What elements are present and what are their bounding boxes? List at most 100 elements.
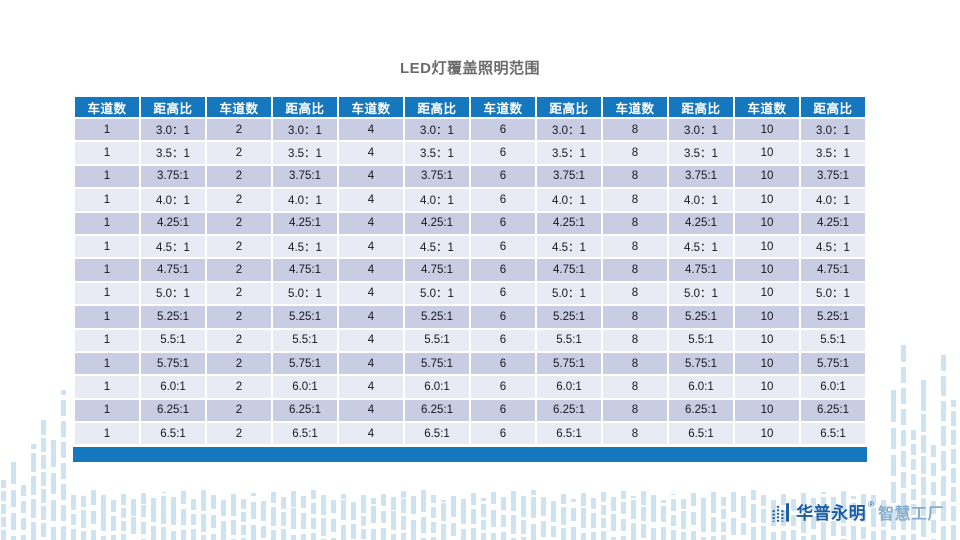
table-row: 1 3.75:1 2 3.75:1 4 3.75:1 6 3.75:1 8 3.75:1 10 3.7… (73, 163, 867, 190)
decor-bar (81, 496, 86, 540)
decor-bar (491, 492, 496, 540)
decor-bar (741, 496, 746, 540)
ratio-cell: 4.75:1 (403, 257, 471, 283)
decor-bar (761, 495, 766, 540)
lane-count-cell: 8 (601, 280, 669, 307)
decor-bar (641, 490, 646, 540)
table-row: 1 6.25:1 2 6.25:1 4 6.25:1 6 6.25:1 8 6.25:1 10 6.2… (73, 397, 867, 424)
ratio-cell: 5.5:1 (271, 327, 339, 353)
lane-count-cell: 2 (205, 210, 273, 236)
ratio-cell: 5.5:1 (139, 327, 207, 353)
header-cell-ratio: 距高比 (139, 95, 207, 119)
ratio-cell: 5.75:1 (535, 350, 603, 377)
decor-bar (391, 497, 396, 540)
decor-bar (301, 496, 306, 540)
decor-bar (611, 497, 616, 540)
decor-bar (341, 494, 346, 540)
decor-bar (321, 495, 326, 540)
lane-count-cell: 2 (205, 140, 273, 166)
lane-count-cell: 1 (73, 210, 141, 236)
ratio-cell: 5.0：1 (799, 280, 867, 307)
lane-count-cell: 1 (73, 421, 141, 447)
lane-count-cell: 8 (601, 374, 669, 400)
ratio-cell: 3.75:1 (139, 163, 207, 190)
ratio-cell: 4.0：1 (139, 187, 207, 213)
lane-count-cell: 1 (73, 374, 141, 400)
ratio-cell: 3.75:1 (535, 163, 603, 190)
header-cell-ratio: 距高比 (403, 95, 471, 119)
decor-bar (221, 500, 226, 540)
table-header-row: 车道数 距高比 车道数 距高比 车道数 距高比 车道数 距高比 车道数 距高比 车道数 距高比 (73, 95, 867, 119)
ratio-cell: 5.5:1 (667, 327, 735, 353)
ratio-cell: 6.5:1 (535, 421, 603, 447)
lane-count-cell: 1 (73, 397, 141, 424)
ratio-cell: 4.5：1 (403, 233, 471, 260)
ratio-cell: 6.25:1 (403, 397, 471, 424)
lane-count-cell: 8 (601, 140, 669, 166)
table-row: 1 6.0:1 2 6.0:1 4 6.0:1 6 6.0:1 8 6.0:1 10 6.0:1 (73, 374, 867, 400)
ratio-cell: 5.75:1 (799, 350, 867, 377)
decor-bar (1, 480, 6, 540)
lane-count-cell: 4 (337, 116, 405, 143)
decor-bar (31, 444, 36, 540)
lane-count-cell: 10 (733, 397, 801, 424)
ratio-cell: 5.0：1 (667, 280, 735, 307)
lane-count-cell: 4 (337, 140, 405, 166)
lane-count-cell: 2 (205, 233, 273, 260)
lane-count-cell: 6 (469, 421, 537, 447)
ratio-cell: 4.5：1 (799, 233, 867, 260)
lane-count-cell: 6 (469, 140, 537, 166)
ratio-cell: 4.25:1 (139, 210, 207, 236)
lane-count-cell: 8 (601, 233, 669, 260)
lane-count-cell: 6 (469, 327, 537, 353)
ratio-cell: 6.5:1 (403, 421, 471, 447)
lane-count-cell: 1 (73, 350, 141, 377)
decor-bar (171, 497, 176, 540)
ratio-cell: 6.25:1 (139, 397, 207, 424)
lane-count-cell: 6 (469, 350, 537, 377)
ratio-cell: 3.5：1 (667, 140, 735, 166)
ratio-cell: 3.75:1 (799, 163, 867, 190)
ratio-cell: 6.0:1 (271, 374, 339, 400)
lane-count-cell: 8 (601, 327, 669, 353)
header-cell-ratio: 距高比 (271, 95, 339, 119)
lane-count-cell: 4 (337, 257, 405, 283)
ratio-cell: 5.75:1 (139, 350, 207, 377)
decor-bar (751, 490, 756, 540)
table-row: 1 6.5:1 2 6.5:1 4 6.5:1 6 6.5:1 8 6.5:1 10 6.5:1 (73, 421, 867, 447)
lane-count-cell: 6 (469, 280, 537, 307)
ratio-cell: 6.5:1 (139, 421, 207, 447)
ratio-cell: 6.25:1 (799, 397, 867, 424)
ratio-cell: 4.5：1 (535, 233, 603, 260)
ratio-cell: 5.25:1 (799, 304, 867, 330)
decor-bar (541, 495, 546, 540)
ratio-cell: 6.5:1 (799, 421, 867, 447)
lane-count-cell: 2 (205, 163, 273, 190)
ratio-cell: 3.0：1 (271, 116, 339, 143)
decor-bar (111, 500, 116, 540)
table-footer-bar (73, 447, 867, 463)
decor-bar (91, 490, 96, 540)
lane-count-cell: 1 (73, 257, 141, 283)
decor-bar (151, 498, 156, 540)
decor-bar (551, 500, 556, 540)
ratio-cell: 5.0：1 (271, 280, 339, 307)
decor-bar (121, 494, 126, 540)
ratio-cell: 3.5：1 (403, 140, 471, 166)
lane-count-cell: 10 (733, 304, 801, 330)
ratio-cell: 5.25:1 (271, 304, 339, 330)
table-row: 1 5.0：1 2 5.0：1 4 5.0：1 6 5.0：1 8 5.0：1 10 5.0：1 (73, 280, 867, 307)
ratio-cell: 4.75:1 (139, 257, 207, 283)
lane-count-cell: 10 (733, 116, 801, 143)
ratio-cell: 4.0：1 (271, 187, 339, 213)
decor-bar (331, 500, 336, 540)
ratio-cell: 3.5：1 (139, 140, 207, 166)
ratio-cell: 3.0：1 (535, 116, 603, 143)
lane-count-cell: 8 (601, 116, 669, 143)
lane-count-cell: 8 (601, 210, 669, 236)
decor-bar (251, 493, 256, 540)
lane-count-cell: 4 (337, 374, 405, 400)
lane-count-cell: 8 (601, 257, 669, 283)
decor-bar (41, 420, 46, 540)
ratio-cell: 3.75:1 (667, 163, 735, 190)
